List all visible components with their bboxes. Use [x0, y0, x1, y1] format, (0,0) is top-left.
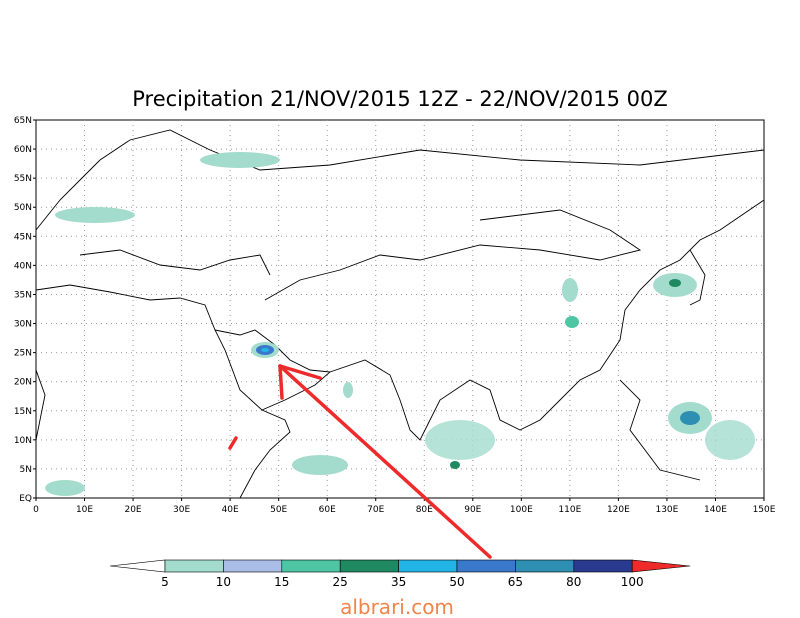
precip-area: [562, 278, 578, 302]
lon-label: 140E: [704, 505, 727, 515]
lon-label: 130E: [655, 505, 678, 515]
lon-label: 50E: [270, 505, 287, 515]
borders: [264, 209, 642, 301]
precip-area: [343, 382, 353, 398]
lat-label: 45N: [14, 232, 32, 242]
map-title: Precipitation 21/NOV/2015 12Z - 22/NOV/2…: [132, 87, 668, 111]
precip-area: [705, 420, 755, 460]
watermark: albrari.com: [340, 595, 454, 618]
colorbar-label: 15: [274, 575, 289, 589]
lon-label: 40E: [222, 505, 239, 515]
colorbar-box: [456, 559, 516, 573]
colorbar-label: 25: [333, 575, 348, 589]
mediterranean: [79, 249, 271, 276]
colorbar-label: 35: [391, 575, 406, 589]
lon-label: 80E: [416, 505, 433, 515]
lat-label: 35N: [14, 290, 32, 300]
colorbar-box: [398, 559, 458, 573]
lat-label: 30N: [14, 320, 32, 330]
precip-area: [200, 152, 280, 168]
lon-label: 20E: [124, 505, 141, 515]
annotation-arrow: [228, 364, 492, 559]
precip-area: [292, 455, 348, 475]
lon-label: 10E: [76, 505, 93, 515]
precip-area: [425, 420, 495, 460]
precip-area: [45, 480, 85, 496]
precipitation: [45, 152, 755, 496]
arrow-shaft: [278, 364, 492, 559]
west-africa-coast: [35, 369, 46, 441]
africa-coast: [35, 284, 291, 499]
lat-label: 25N: [14, 349, 32, 359]
colorbar-label: 100: [621, 575, 644, 589]
colorbar-label: 65: [508, 575, 523, 589]
lon-label: 110E: [558, 505, 581, 515]
lon-label: 60E: [319, 505, 336, 515]
precip-area: [680, 411, 700, 425]
lon-label: 120E: [607, 505, 630, 515]
lat-label: 50N: [14, 203, 32, 213]
lat-label: 55N: [14, 174, 32, 184]
colorbar-box: [223, 559, 283, 573]
colorbar-label: 80: [566, 575, 581, 589]
lat-label: 40N: [14, 261, 32, 271]
islands: [619, 379, 701, 481]
colorbar: 5 10 15 25 35 50 65 80 100: [109, 559, 691, 589]
colorbar-box: [339, 559, 399, 573]
north-coast: [35, 129, 765, 231]
colorbar-box: [515, 559, 575, 573]
lat-label: 5N: [20, 465, 32, 475]
lat-label: 60N: [14, 145, 32, 155]
colorbar-end: [109, 559, 166, 573]
colorbar-box: [164, 559, 224, 573]
lat-label: 10N: [14, 436, 32, 446]
lon-label: 100E: [510, 505, 533, 515]
colorbar-label: 50: [449, 575, 464, 589]
lat-label: EQ: [19, 494, 32, 504]
colorbar-box: [573, 559, 633, 573]
lat-label: 15N: [14, 407, 32, 417]
arrow-head: [278, 364, 284, 400]
lon-label: 70E: [367, 505, 384, 515]
precip-area: [565, 316, 579, 328]
precip-area: [669, 279, 681, 287]
lon-label: 30E: [173, 505, 190, 515]
lon-label: 150E: [753, 505, 776, 515]
colorbar-box: [281, 559, 341, 573]
lat-label: 65N: [14, 116, 32, 126]
asia-coast: [329, 199, 765, 441]
colorbar-end: [631, 559, 691, 573]
arabia: [214, 329, 332, 411]
colorbar-label: 5: [161, 575, 169, 589]
precip-area: [450, 461, 460, 469]
coastlines: [35, 129, 765, 499]
precip-area: [55, 207, 135, 223]
colorbar-label: 10: [216, 575, 231, 589]
lon-label: 0: [33, 505, 39, 515]
precip-area: [261, 348, 269, 352]
lon-label: 90E: [464, 505, 481, 515]
arrow-mark: [228, 436, 238, 450]
japan: [689, 249, 706, 306]
map-frame: [35, 119, 765, 499]
arrow-head: [278, 364, 322, 380]
lat-label: 20N: [14, 378, 32, 388]
